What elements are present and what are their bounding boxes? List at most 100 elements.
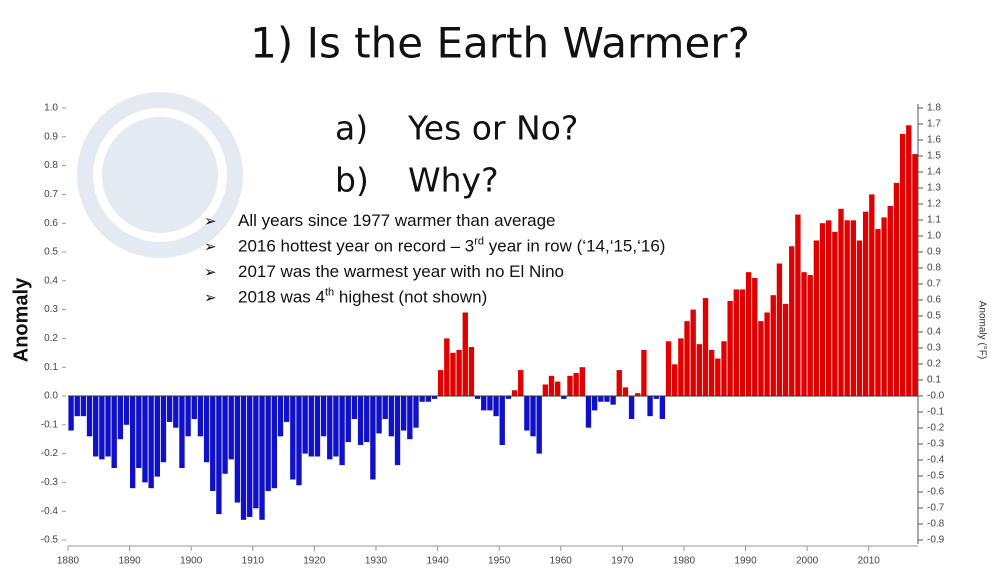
x-tick-label: 1900 <box>180 556 203 567</box>
bar <box>524 396 530 431</box>
bar <box>197 396 204 437</box>
bar <box>388 396 395 437</box>
bar <box>591 396 598 411</box>
bar <box>228 396 234 460</box>
bar <box>561 396 567 399</box>
bar <box>690 309 696 396</box>
bar <box>715 358 721 396</box>
y2-tick-label: 1.3 <box>927 183 941 194</box>
bar <box>271 396 278 489</box>
bar <box>616 370 622 396</box>
bar <box>437 370 444 396</box>
question-marker: a) <box>335 109 368 148</box>
x-tick-label: 1910 <box>242 556 265 567</box>
y2-tick-label: 1.1 <box>927 215 941 226</box>
bar <box>474 396 481 399</box>
bar <box>875 228 881 396</box>
y2-tick-label: -0.7 <box>927 503 945 514</box>
x-tick-label: 1970 <box>611 556 634 567</box>
y2-tick-label: -0.2 <box>927 423 945 434</box>
y2-tick-label: 1.2 <box>927 199 941 210</box>
bar <box>425 396 432 402</box>
bar <box>801 272 807 396</box>
bar <box>739 289 746 396</box>
bar <box>259 396 265 520</box>
y2-tick-label: 1.8 <box>927 103 941 114</box>
y2-axis-label: Anomaly (°F) <box>976 301 987 359</box>
bar <box>468 347 475 396</box>
y2-tick-label: 0.4 <box>927 327 941 338</box>
bar <box>74 396 80 417</box>
bar <box>499 396 505 445</box>
x-tick-label: 1950 <box>488 556 511 567</box>
bar <box>185 396 191 437</box>
bar <box>727 300 733 396</box>
bar <box>481 396 487 411</box>
bar <box>456 349 462 396</box>
bar <box>86 396 93 437</box>
bar <box>813 240 820 396</box>
bar <box>887 205 893 396</box>
y-tick-label: 0.9 <box>44 131 58 142</box>
bar <box>234 396 241 503</box>
bar <box>684 321 690 396</box>
y-tick-label: -0.5 <box>41 535 59 546</box>
bar <box>419 396 425 402</box>
y-tick-label: 0.0 <box>44 391 58 402</box>
bar <box>573 372 579 396</box>
y2-tick-label: -0.8 <box>927 519 945 530</box>
question-marker: b) <box>335 161 369 200</box>
bar <box>173 396 179 428</box>
bar <box>123 396 130 425</box>
bar <box>370 396 376 480</box>
x-tick-label: 1960 <box>550 556 573 567</box>
bar <box>191 396 197 420</box>
bar <box>764 312 770 396</box>
bar <box>647 396 653 417</box>
bar <box>314 396 321 457</box>
bar <box>881 217 887 396</box>
bullet: 2017 was the warmest year with no El Nin… <box>238 262 564 281</box>
y-tick-label: 0.1 <box>44 362 58 373</box>
bar <box>511 390 518 396</box>
y-tick-label: 1.0 <box>44 103 58 114</box>
y2-tick-label: -0.1 <box>927 407 945 418</box>
bar <box>505 396 512 399</box>
x-tick-label: 2010 <box>858 556 881 567</box>
bar <box>906 125 912 396</box>
bar <box>659 396 666 420</box>
bar <box>678 338 684 396</box>
bar <box>758 321 764 396</box>
bar <box>518 370 524 396</box>
y-tick-label: 0.6 <box>44 218 58 229</box>
bar <box>899 133 906 397</box>
bar <box>376 396 382 434</box>
bar <box>641 349 647 396</box>
bar <box>745 272 752 396</box>
y2-tick-label: 1.6 <box>927 135 941 146</box>
bar <box>752 277 758 396</box>
bar <box>148 396 154 489</box>
bar <box>598 396 604 402</box>
x-tick-label: 1880 <box>57 556 80 567</box>
bar <box>869 194 875 396</box>
bar <box>296 396 302 486</box>
bar <box>542 384 549 396</box>
bar <box>320 396 327 437</box>
bullet-text: 2018 was 4 <box>238 288 325 307</box>
bar <box>357 396 364 445</box>
bar <box>203 396 210 463</box>
x-tick-label: 1940 <box>426 556 449 567</box>
bar <box>721 341 727 396</box>
bar <box>622 387 629 396</box>
bullet-text: year in row (‘14,‘15,‘16) <box>484 237 665 256</box>
bar <box>832 231 838 396</box>
bar <box>795 214 801 396</box>
y-tick-label: -0.4 <box>41 506 59 517</box>
superscript: th <box>325 286 334 298</box>
bar <box>431 396 438 399</box>
bar <box>862 211 869 396</box>
y2-tick-label: 1.5 <box>927 151 941 162</box>
bar <box>493 396 499 417</box>
bar <box>253 396 259 509</box>
